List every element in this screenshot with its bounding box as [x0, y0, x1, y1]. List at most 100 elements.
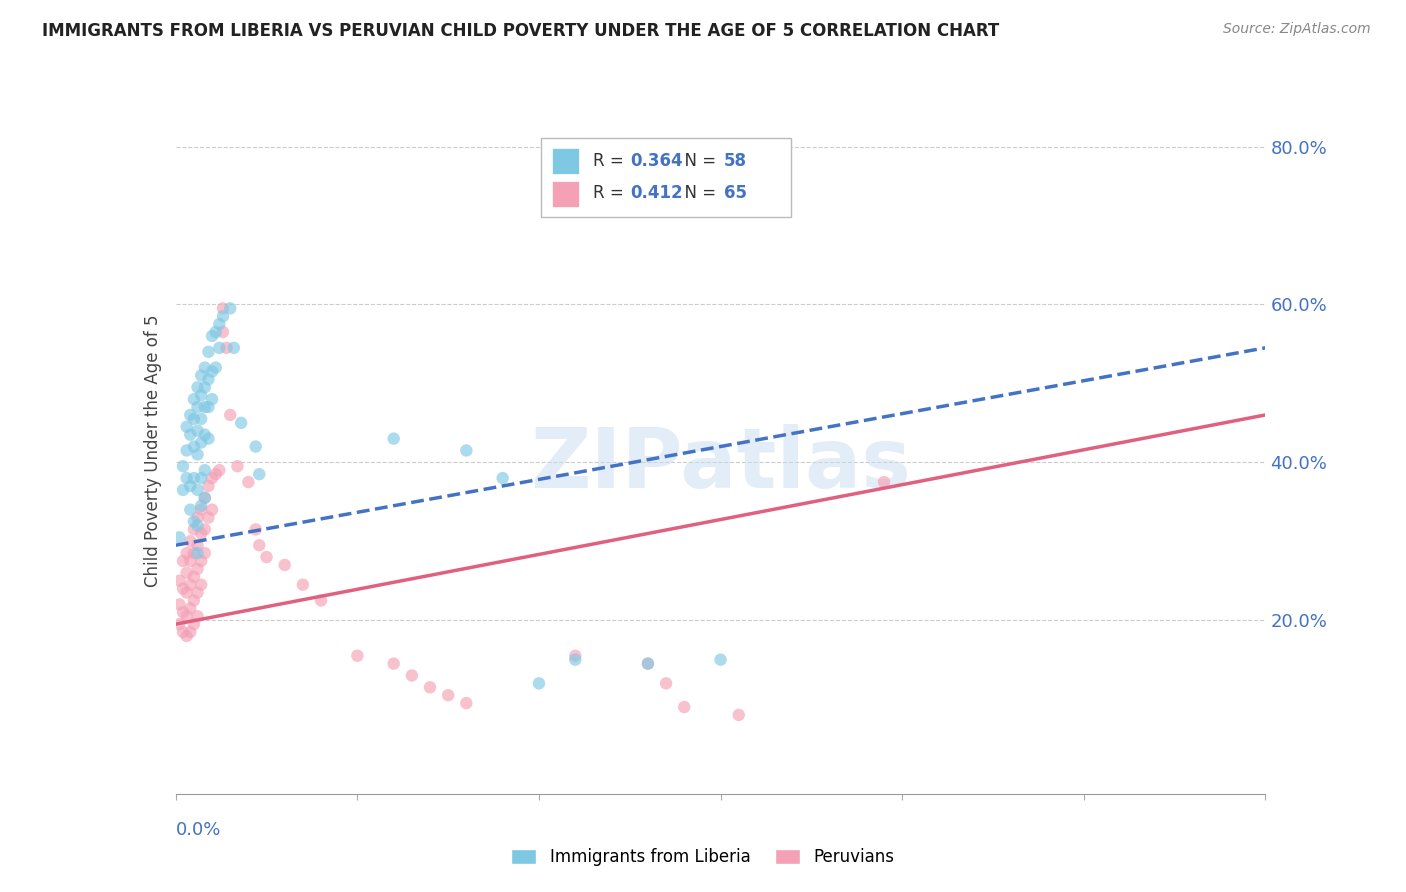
Point [186, 609, 209, 624]
Point [256, 549, 278, 564]
Point [655, 676, 678, 690]
Point [727, 707, 749, 722]
Point [247, 467, 270, 482]
Point [179, 479, 201, 493]
Point [245, 440, 267, 454]
Point [437, 688, 460, 702]
Point [179, 554, 201, 568]
Point [401, 668, 423, 682]
Point [172, 625, 194, 640]
Point [212, 310, 235, 324]
Text: IMMIGRANTS FROM LIBERIA VS PERUVIAN CHILD POVERTY UNDER THE AGE OF 5 CORRELATION: IMMIGRANTS FROM LIBERIA VS PERUVIAN CHIL… [42, 22, 1000, 40]
Point [382, 432, 405, 446]
Point [183, 523, 205, 537]
Point [186, 380, 209, 394]
Point [208, 341, 231, 355]
Point [201, 471, 224, 485]
Point [183, 471, 205, 485]
Point [204, 360, 226, 375]
Point [169, 617, 191, 632]
Point [186, 518, 209, 533]
Point [186, 483, 209, 497]
Point [186, 562, 209, 576]
Point [183, 440, 205, 454]
Point [169, 598, 191, 612]
Point [176, 585, 198, 599]
Point [176, 419, 198, 434]
Point [201, 502, 224, 516]
Point [194, 380, 217, 394]
Point [179, 427, 201, 442]
Point [226, 459, 249, 474]
Point [186, 400, 209, 414]
Point [183, 593, 205, 607]
Point [179, 534, 201, 549]
Point [190, 388, 212, 402]
Point [194, 463, 217, 477]
Point [637, 657, 659, 671]
Point [183, 392, 205, 406]
Point [637, 657, 659, 671]
Point [183, 515, 205, 529]
Point [172, 554, 194, 568]
Point [197, 372, 219, 386]
Point [247, 538, 270, 552]
Point [208, 317, 231, 331]
Point [309, 593, 332, 607]
Point [190, 368, 212, 383]
Point [673, 700, 696, 714]
Point [291, 577, 314, 591]
Point [179, 625, 201, 640]
Point [169, 574, 191, 588]
Point [172, 483, 194, 497]
Point [346, 648, 368, 663]
Point [194, 427, 217, 442]
Point [190, 502, 212, 516]
Point [183, 546, 205, 560]
Point [204, 467, 226, 482]
Point [873, 475, 896, 489]
Point [238, 475, 260, 489]
Point [197, 510, 219, 524]
Point [183, 617, 205, 632]
Point [194, 523, 217, 537]
Point [190, 471, 212, 485]
Point [186, 510, 209, 524]
Point [183, 570, 205, 584]
Point [194, 360, 217, 375]
Point [201, 392, 224, 406]
Point [194, 400, 217, 414]
Point [190, 412, 212, 426]
Point [197, 400, 219, 414]
Point [190, 435, 212, 450]
Point [186, 447, 209, 461]
Text: 0.412: 0.412 [630, 184, 683, 202]
Point [179, 408, 201, 422]
Point [212, 301, 235, 316]
Point [492, 471, 515, 485]
Point [179, 577, 201, 591]
Text: 0.364: 0.364 [630, 152, 683, 169]
Point [245, 523, 267, 537]
Point [172, 605, 194, 619]
Point [527, 676, 550, 690]
Legend: Immigrants from Liberia, Peruvians: Immigrants from Liberia, Peruvians [503, 840, 903, 875]
Point [219, 301, 242, 316]
Text: Source: ZipAtlas.com: Source: ZipAtlas.com [1223, 22, 1371, 37]
Point [194, 491, 217, 505]
Point [190, 554, 212, 568]
Text: R =: R = [593, 184, 628, 202]
Point [179, 601, 201, 615]
Text: 65: 65 [724, 184, 747, 202]
Point [197, 432, 219, 446]
Bar [551, 180, 579, 207]
Point [172, 582, 194, 596]
Point [456, 696, 478, 710]
Point [212, 325, 235, 339]
Point [172, 459, 194, 474]
Point [186, 585, 209, 599]
Point [274, 558, 297, 572]
Point [176, 566, 198, 580]
Bar [551, 148, 579, 174]
Point [176, 609, 198, 624]
